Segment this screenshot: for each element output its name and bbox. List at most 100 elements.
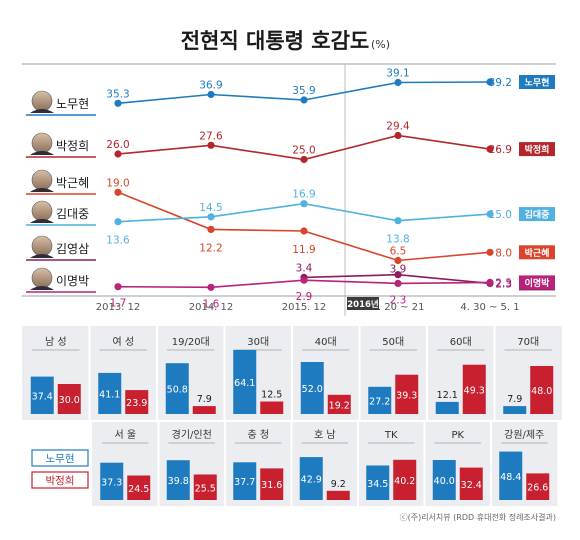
series-tag-label-roh: 노무현 [525,77,550,89]
politician-name-park_jh: 박정희 [56,139,89,153]
bar-park [326,490,350,500]
x-tick-label: 4. 30 ~ 5. 1 [460,302,519,313]
series-tag-roh [519,75,555,89]
bar-value-park: 12.5 [261,390,282,401]
bar-roh [233,462,257,500]
data-point-lee [114,283,122,291]
bar-value-roh: 52.0 [302,384,323,395]
region-panel: 서 울 37.3 24.5 경기/인천 39.8 25.5 충 청 37.7 31.6 호 남 42… [92,422,558,506]
data-label-park_jh: 29.4 [386,121,410,133]
data-point-kim_ys [394,271,402,279]
data-label-roh: 35.9 [292,85,315,97]
data-point-park_gh [486,248,494,256]
portrait-kim_dj [31,200,53,222]
bar-roh [499,451,523,500]
portrait-park_jh [31,132,53,154]
series-tag-lee [519,275,555,290]
bar-legend: 노무현 박정희 [31,449,89,489]
source-note: ⓒ(주)리서치뷰 (RDD 휴대전화 정례조사결과) [400,512,556,522]
data-point-roh [207,90,215,99]
data-point-park_jh [486,145,494,153]
data-label-park_jh: 26.0 [106,139,129,151]
data-point-lee [394,279,402,287]
line-layer: 35.3 36.9 35.9 39.1 39.2 노무현 26.0 27.6 25.0 29.4 2… [106,68,555,310]
data-label-park_gh: 11.9 [292,244,315,256]
bar-roh [299,457,323,500]
bar-roh [432,460,456,500]
bar-park [393,459,417,500]
data-point-park_gh [114,188,122,196]
series-tag-park_jh [519,142,555,157]
end-value-park_gh: 8.0 [495,247,512,259]
portrait-lee [31,267,53,289]
data-point-kim_dj [394,217,402,225]
bar-park [192,406,216,414]
x-tick-label: 4. 20 ~ 21 [372,302,425,313]
bar-roh [503,406,527,414]
data-point-kim_dj [300,200,308,208]
data-label-park_jh: 27.6 [199,130,223,142]
bar-value-park: 26.6 [527,483,548,494]
portrait-park_gh [31,169,53,191]
portrait-suit-park_jh [30,151,54,155]
data-label-kim_dj: 13.6 [106,235,130,247]
bar-park [462,364,486,414]
category-label: 60대 [450,336,472,348]
end-value-roh: 39.2 [489,77,512,89]
bar-value-park: 23.9 [126,398,147,409]
politician-name-park_gh: 박근혜 [56,176,89,190]
end-value-kim_dj: 15.0 [489,209,512,221]
portrait-suit-park_gh [30,188,54,192]
bar-value-roh: 40.0 [434,476,455,487]
data-label-park_gh: 12.2 [199,242,222,254]
bar-value-roh: 37.3 [101,477,122,488]
data-label-lee: 1.6 [203,298,220,310]
data-point-roh [394,78,402,87]
demographic-panel: 남 성 37.4 30.0 여 성 41.1 23.9 19/20대 50.8 7.9 30대 64… [22,326,562,420]
data-label-roh: 39.1 [386,68,409,80]
category-label: 50대 [382,336,404,348]
bar-park [395,374,419,414]
series-tag-park_gh [519,245,555,260]
portrait-roh [31,90,53,112]
series-tag-kim_dj [519,207,555,222]
bar-value-roh: 41.1 [99,389,120,400]
series-tag-label-kim_dj: 김대중 [525,209,550,221]
data-label-kim_dj: 16.9 [292,189,315,201]
data-point-roh [300,96,308,104]
category-label: PK [451,430,464,441]
bar-park [327,394,351,414]
data-point-park_gh [394,256,402,265]
portrait-suit-roh [30,109,54,113]
portrait-suit-kim_ys [30,254,54,258]
data-point-kim_dj [486,210,494,218]
bar-roh [233,349,257,414]
series-tag-label-park_jh: 박정희 [525,144,550,156]
data-label-kim_ys: 3.9 [390,264,407,276]
data-label-lee: 1.7 [110,298,127,310]
legend-roh-label: 노무현 [46,453,75,465]
data-point-park_gh [207,225,215,233]
bar-value-park: 48.0 [531,386,552,397]
bar-roh [300,362,324,414]
bar-value-park: 7.9 [197,394,212,405]
category-label: 경기/인천 [172,428,212,441]
bar-park [260,468,284,500]
data-point-park_jh [207,141,215,149]
end-value-lee: 2.5 [495,277,512,289]
politician-name-kim_ys: 김영삼 [56,242,89,256]
series-tag-label-park_gh: 박근혜 [525,247,550,259]
bar-value-roh: 34.5 [367,479,388,490]
bar-roh [435,401,459,414]
data-label-kim_dj: 14.5 [199,202,222,214]
politician-name-roh: 노무현 [56,97,89,111]
category-label: 충 청 [247,429,269,441]
bar-park [125,390,149,414]
bar-roh [165,363,189,414]
bar-park [57,384,81,414]
x-tick-label: 2014. 12 [189,302,234,313]
category-label: 19/20대 [172,336,210,348]
category-label: 남 성 [45,336,67,348]
data-point-roh [114,99,122,107]
